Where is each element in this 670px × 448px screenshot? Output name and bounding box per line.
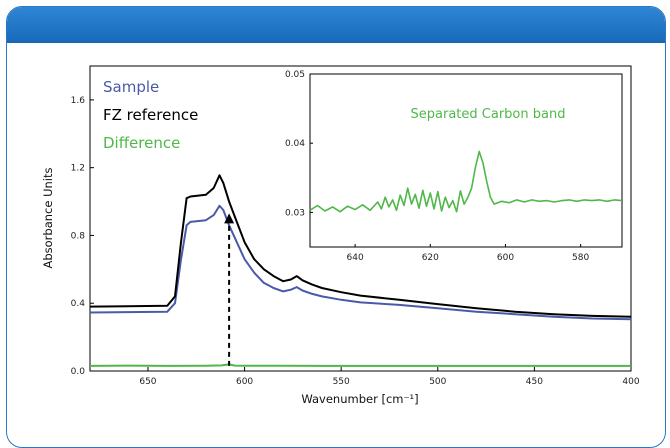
x-tick-label: 400 <box>622 377 639 387</box>
inset-title: Separated Carbon band <box>411 107 566 122</box>
y-tick-label: 0.03 <box>285 208 305 218</box>
series-line-difference <box>89 363 631 367</box>
legend-sample: Sample <box>103 78 159 96</box>
card-header-bar <box>7 7 665 43</box>
x-tick-label: 650 <box>139 377 156 387</box>
y-tick-label: 1.2 <box>71 164 85 174</box>
annotation-arrow-head <box>224 213 235 224</box>
series-line-sample <box>89 204 632 321</box>
x-tick-label: 620 <box>422 253 439 263</box>
x-tick-label: 550 <box>333 377 350 387</box>
y-tick-label: 0.0 <box>71 367 86 377</box>
y-tick-label: 0.4 <box>71 299 86 309</box>
x-tick-label: 600 <box>497 253 514 263</box>
legend-fz-reference: FZ reference <box>103 106 198 124</box>
main-series-group <box>89 174 632 367</box>
x-tick-label: 580 <box>572 253 589 263</box>
inset-series-group <box>309 150 623 213</box>
x-tick-label: 600 <box>236 377 253 387</box>
series-line-separated-carbon-band <box>309 150 623 213</box>
x-tick-label: 500 <box>429 377 446 387</box>
series-line-fz-reference <box>89 174 632 318</box>
x-tick-label: 640 <box>347 253 364 263</box>
legend-difference: Difference <box>103 134 180 152</box>
y-tick-label: 0.8 <box>71 231 86 241</box>
inset-plot-frame <box>309 73 623 248</box>
y-tick-label: 1.6 <box>71 96 86 106</box>
y-axis-label: Absorbance Units <box>41 167 55 268</box>
annotation-arrow-group <box>224 213 235 366</box>
chart-canvas: 650 600 550 500 450 400 0.0 0.4 0.8 1.2 1.6 Wavenu… <box>41 65 640 406</box>
y-tick-label: 0.05 <box>285 70 305 80</box>
x-tick-label: 450 <box>526 377 543 387</box>
y-tick-label: 0.04 <box>285 139 305 149</box>
x-axis-label: Wavenumber [cm⁻¹] <box>301 392 418 406</box>
main-ticks-group: 650 600 550 500 450 400 0.0 0.4 0.8 1.2 1.6 <box>71 96 640 387</box>
inset-ticks-group: 640 620 600 580 0.03 0.04 0.05 <box>285 70 590 263</box>
